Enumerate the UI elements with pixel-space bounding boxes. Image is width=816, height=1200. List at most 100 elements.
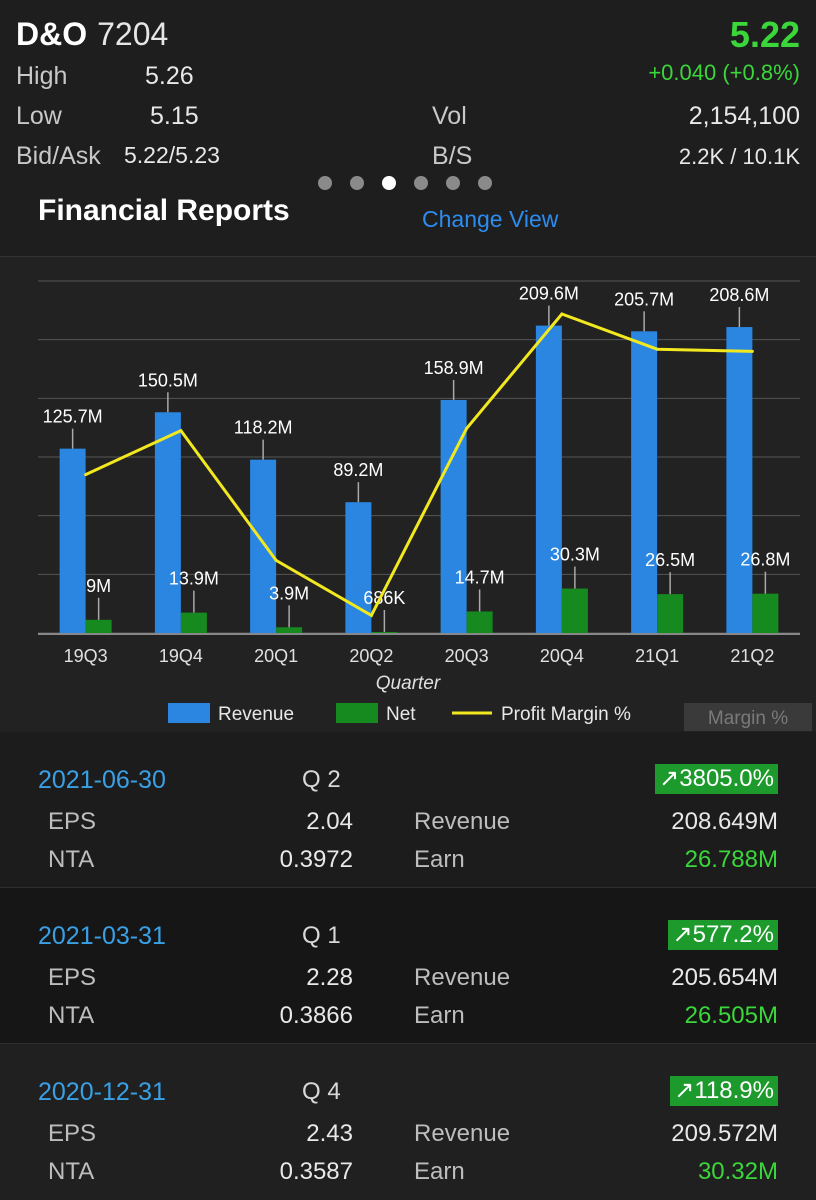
page-dot[interactable] (446, 176, 460, 190)
financial-chart: 125.7M 9M 19Q3 150.5M 13.9M 19Q4 118.2M 3.9M 20Q… (0, 256, 816, 733)
report-date[interactable]: 2021-06-30 (38, 766, 166, 794)
page-dot[interactable] (318, 176, 332, 190)
revenue-bar (59, 448, 86, 633)
net-bar (561, 588, 588, 633)
x-tick-label: 20Q3 (445, 646, 489, 666)
margin-toggle-label[interactable]: Margin % (708, 708, 788, 729)
report-quarter: Q 2 (302, 766, 341, 793)
x-tick-label: 20Q1 (254, 646, 298, 666)
page-dot[interactable] (478, 176, 492, 190)
net-bar (657, 594, 684, 633)
x-tick-label: 21Q1 (635, 646, 679, 666)
bidask-label: Bid/Ask (16, 142, 101, 170)
chart-svg: 125.7M 9M 19Q3 150.5M 13.9M 19Q4 118.2M 3.9M 20Q… (38, 280, 812, 731)
vol-label: Vol (432, 102, 467, 130)
financial-reports-title: Financial Reports (38, 194, 290, 227)
revenue-data-label: 208.6M (709, 285, 769, 305)
x-axis-title: Quarter (376, 673, 441, 694)
growth-badge: ↗118.9% (670, 1076, 778, 1106)
net-bar (180, 612, 207, 633)
revenue-label: Revenue (414, 1120, 511, 1147)
stock-header: D&O 7204 5.22 +0.040 (+0.8%) High 5.26 Lo… (0, 0, 816, 258)
price-change: +0.040 (+0.8%) (648, 60, 800, 85)
page-dot[interactable] (350, 176, 364, 190)
earn-value: 30.32M (697, 1158, 778, 1185)
net-data-label: 3.9M (269, 583, 309, 603)
report-row[interactable]: 2021-03-31 Q 1 ↗577.2% EPS 2.28 Revenue … (0, 888, 816, 1044)
net-data-label: 26.5M (645, 550, 695, 570)
growth-badge: ↗3805.0% (655, 764, 778, 794)
net-data-label: 13.9M (169, 569, 219, 589)
revenue-label: Revenue (414, 964, 511, 991)
x-tick-label: 19Q4 (159, 646, 203, 666)
nta-value: 0.3866 (279, 1002, 353, 1029)
nta-label: NTA (48, 1002, 95, 1029)
profit-margin-point (655, 347, 659, 351)
net-bar (752, 593, 779, 633)
revenue-bar (535, 325, 562, 633)
net-data-label: 686K (363, 588, 405, 608)
net-data-label: 26.8M (740, 550, 790, 570)
revenue-bar (154, 412, 181, 633)
margin-toggle-button[interactable] (684, 703, 812, 731)
profit-margin-point (369, 613, 373, 617)
high-label: High (16, 62, 68, 90)
bidask-value: 5.22/5.23 (124, 142, 220, 168)
high-value: 5.26 (145, 62, 194, 90)
report-date[interactable]: 2020-12-31 (38, 1078, 166, 1106)
revenue-data-label: 125.7M (43, 407, 103, 427)
revenue-data-label: 158.9M (424, 358, 484, 378)
profit-margin-line (84, 312, 753, 618)
x-tick-label: 21Q2 (730, 646, 774, 666)
revenue-data-label: 209.6M (519, 284, 579, 304)
eps-label: EPS (48, 964, 97, 991)
revenue-value: 208.649M (671, 808, 778, 835)
change-view-link[interactable]: Change View (422, 206, 559, 232)
profit-margin-point (560, 312, 564, 316)
profit-margin-point (750, 349, 754, 353)
revenue-bar (726, 327, 753, 633)
net-data-label: 30.3M (550, 545, 600, 565)
eps-value: 2.28 (306, 964, 353, 991)
legend-revenue-label: Revenue (218, 704, 294, 725)
report-date[interactable]: 2021-03-31 (38, 922, 166, 950)
bs-value: 2.2K / 10.1K (678, 144, 800, 169)
profit-margin-point (465, 426, 469, 430)
page-dot-active[interactable] (382, 176, 396, 190)
earn-value: 26.788M (684, 846, 778, 873)
page-dot[interactable] (414, 176, 428, 190)
low-label: Low (16, 102, 62, 130)
report-quarter: Q 4 (302, 1078, 341, 1105)
revenue-bar (631, 331, 658, 633)
x-tick-label: 20Q2 (349, 646, 393, 666)
stock-price: 5.22 (729, 14, 800, 55)
revenue-data-label: 205.7M (614, 289, 674, 309)
earn-label: Earn (414, 1158, 465, 1185)
legend-net-swatch (336, 703, 378, 723)
x-tick-label: 19Q3 (64, 646, 108, 666)
report-row[interactable]: 2021-06-30 Q 2 ↗3805.0% EPS 2.04 Revenue… (0, 732, 816, 888)
nta-value: 0.3587 (279, 1158, 353, 1185)
eps-value: 2.04 (306, 808, 353, 835)
stock-code: 7204 (97, 16, 169, 52)
revenue-value: 205.654M (671, 964, 778, 991)
profit-margin-point (179, 429, 183, 433)
net-data-label: 14.7M (455, 567, 505, 587)
net-bar (85, 619, 112, 633)
earn-value: 26.505M (684, 1002, 778, 1029)
profit-margin-point (84, 473, 88, 477)
stock-name: D&O (16, 16, 88, 52)
earn-label: Earn (414, 846, 465, 873)
stock-ticker: D&O 7204 (16, 16, 168, 53)
report-quarter: Q 1 (302, 922, 341, 949)
revenue-data-label: 89.2M (333, 460, 383, 480)
net-bar (276, 627, 303, 633)
net-bar (371, 631, 398, 633)
profit-margin-point (274, 558, 278, 562)
revenue-bar (250, 459, 277, 633)
eps-value: 2.43 (306, 1120, 353, 1147)
vol-value: 2,154,100 (688, 102, 800, 130)
legend-margin-label: Profit Margin % (501, 704, 631, 725)
page-indicator[interactable] (318, 176, 492, 190)
report-row[interactable]: 2020-12-31 Q 4 ↗118.9% EPS 2.43 Revenue … (0, 1044, 816, 1200)
